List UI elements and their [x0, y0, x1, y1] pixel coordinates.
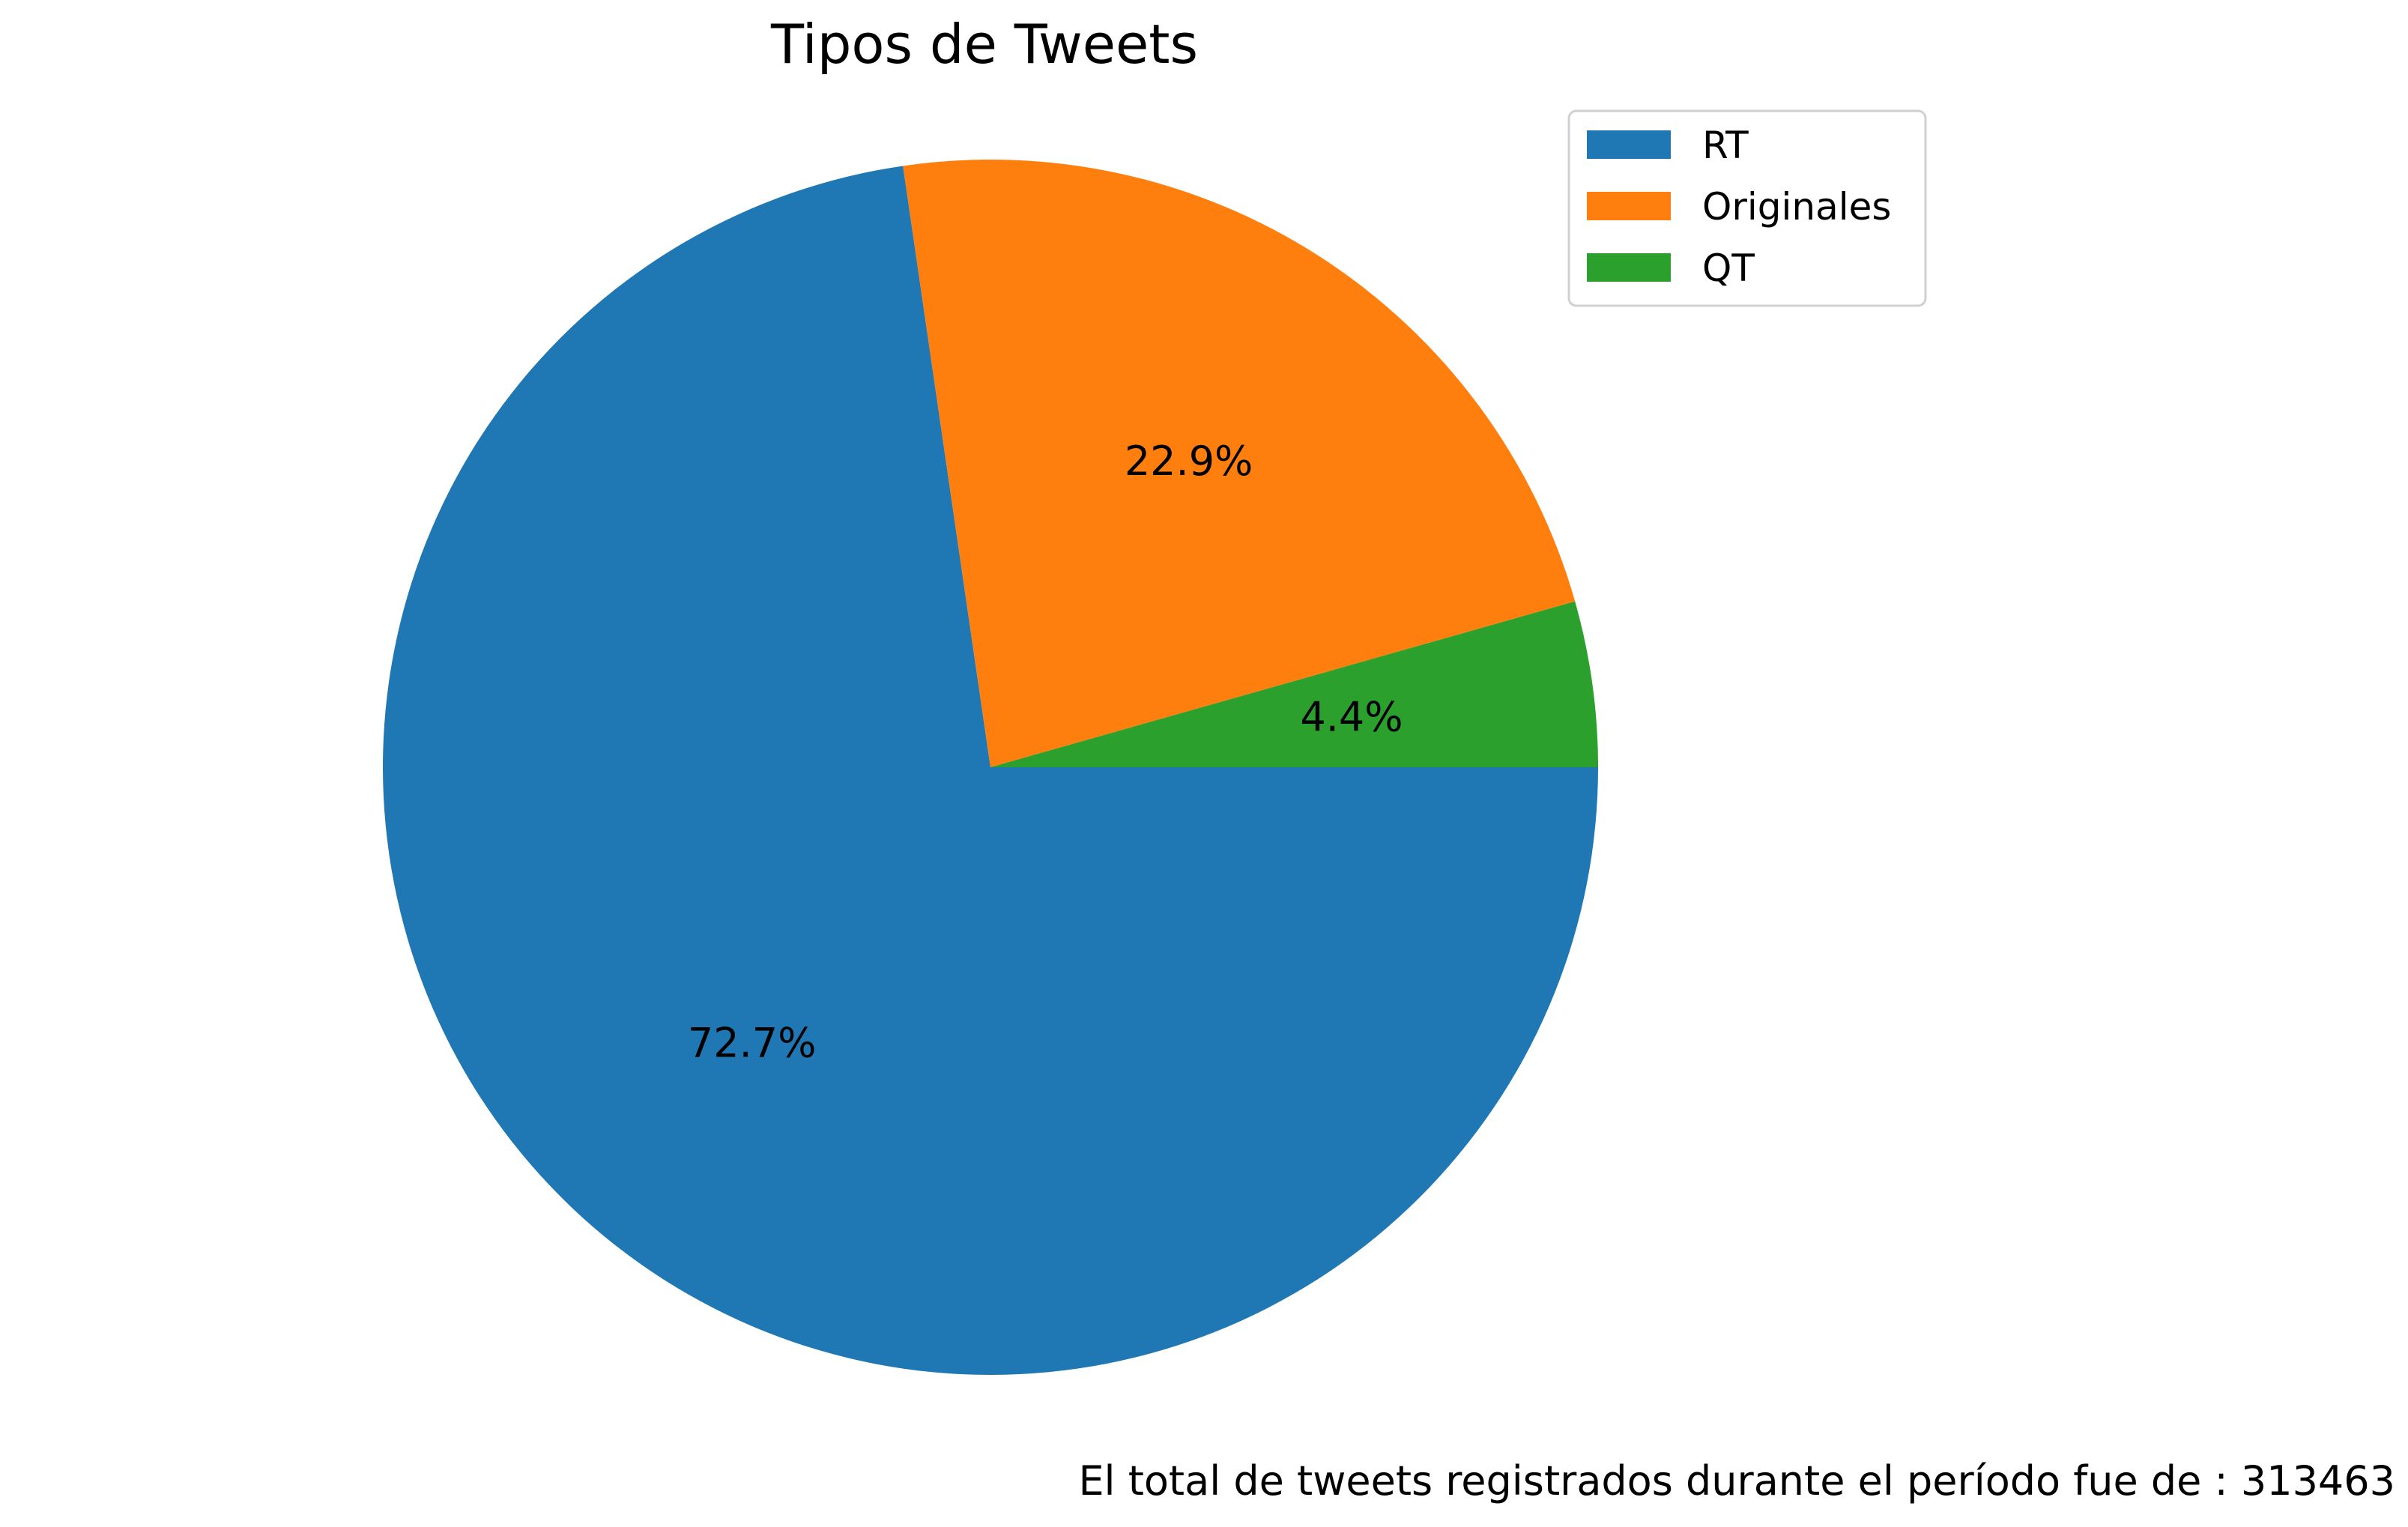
pie-slice-labels: 72.7% 22.9% 4.4% [688, 438, 1403, 1066]
pie-slices [383, 160, 1598, 1375]
legend-swatch-rt [1587, 130, 1671, 159]
legend-label-rt: RT [1702, 124, 1749, 167]
legend: RT Originales QT [1567, 109, 1927, 307]
legend-items: RT Originales QT [1587, 124, 1891, 290]
pie-slice-label-rt: 72.7% [688, 1020, 817, 1067]
pie-slice-qt [990, 601, 1598, 767]
legend-swatch-originales [1587, 192, 1671, 220]
pie-slice-label-originales: 22.9% [1125, 438, 1253, 485]
pie-slice-rt [383, 166, 1598, 1375]
legend-label-qt: QT [1702, 247, 1755, 290]
legend-swatch-qt [1587, 253, 1671, 282]
chart-title: Tipos de Tweets [770, 13, 1198, 76]
total-tweets-footnote: El total de tweets registrados durante e… [1078, 1457, 2395, 1505]
pie-slice-originales [903, 160, 1576, 767]
legend-label-originales: Originales [1702, 185, 1891, 229]
pie-slice-label-qt: 4.4% [1300, 693, 1403, 740]
